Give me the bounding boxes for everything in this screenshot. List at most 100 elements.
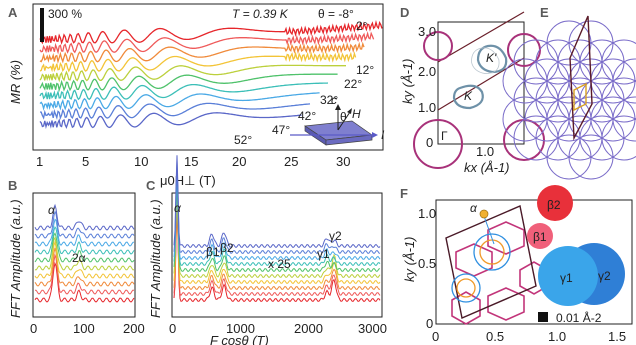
fft-b-trace-1 bbox=[35, 253, 135, 295]
angle-label-5: 47° bbox=[272, 123, 290, 137]
inset-h-label: H bbox=[352, 107, 361, 121]
mr-trace-3 bbox=[39, 51, 357, 73]
fft-b-trace-0 bbox=[34, 261, 135, 303]
fft-b-traces bbox=[34, 203, 135, 303]
panel-c: C α β1 β2 x 25 γ1 γ2 FFT Amplitude (a.u.… bbox=[146, 155, 387, 345]
fft-c-trace-1 bbox=[173, 202, 381, 297]
c-xtick-1: 1000 bbox=[226, 321, 255, 336]
e-inner-cell bbox=[573, 82, 587, 112]
temperature-label: T = 0.39 K bbox=[232, 7, 289, 21]
gamma2-label: γ2 bbox=[598, 269, 611, 283]
fft-b-trace-3 bbox=[34, 240, 135, 279]
mr-trace-1 bbox=[39, 31, 375, 55]
panel-f-label: F bbox=[400, 186, 408, 201]
k-label: K bbox=[464, 89, 473, 103]
fft-c-trace-8 bbox=[173, 160, 381, 255]
scale-bar bbox=[40, 8, 44, 42]
e-bz-outline bbox=[569, 15, 593, 141]
mr-trace-6 bbox=[39, 82, 329, 101]
e-circle-27 bbox=[601, 77, 636, 123]
angle-label-4: 42° bbox=[298, 109, 316, 123]
a-xlabel: μ0H⊥ (T) bbox=[160, 173, 216, 188]
gamma1-pocket bbox=[538, 246, 598, 306]
mr-trace-2 bbox=[39, 41, 365, 64]
mr-traces bbox=[39, 20, 383, 130]
mr-trace-0 bbox=[39, 20, 383, 45]
fft-c-trace-9 bbox=[173, 155, 381, 249]
angle-label-0: 2° bbox=[356, 19, 368, 33]
a-xtick-2: 10 bbox=[134, 154, 148, 169]
peak-gamma1: γ1 bbox=[317, 247, 330, 261]
peak-gamma2: γ2 bbox=[329, 229, 342, 243]
fft-b-trace-2 bbox=[34, 247, 135, 287]
panel-b-label: B bbox=[8, 178, 17, 193]
panel-f: F α β2 β1 γ1 γ2 0.01 Å-2 bbox=[400, 185, 633, 344]
peak-beta1: β1 bbox=[206, 245, 220, 259]
gamma-label: Γ bbox=[441, 129, 448, 143]
scale-square bbox=[538, 312, 548, 322]
panel-a-frame bbox=[32, 3, 384, 151]
beta2-label: β2 bbox=[547, 198, 561, 212]
panel-d-frame bbox=[437, 21, 525, 145]
fft-c-trace-0 bbox=[173, 210, 381, 303]
f-xtick-3: 1.5 bbox=[608, 329, 626, 344]
c-ylabel: FFT Amplitude (a.u.) bbox=[148, 199, 163, 318]
panel-e: E bbox=[502, 5, 636, 180]
fft-b-trace-9 bbox=[34, 203, 135, 231]
d-ytick-1: 1.0 bbox=[418, 100, 436, 115]
e-circle-30 bbox=[612, 58, 636, 104]
inset-c-label: c bbox=[331, 93, 337, 107]
mr-trace-4 bbox=[39, 64, 346, 83]
d-xlabel: kx (Å-1) bbox=[464, 160, 510, 175]
e-circle-29 bbox=[601, 39, 636, 85]
d-ytick-0: 0 bbox=[426, 135, 433, 150]
angle-label-2: 22° bbox=[344, 77, 362, 91]
f-xtick-0: 0 bbox=[432, 329, 439, 344]
a-xtick-6: 30 bbox=[336, 154, 350, 169]
beta1-label: β1 bbox=[533, 230, 547, 244]
fft-b-trace-8 bbox=[34, 210, 135, 239]
b-xtick-0: 0 bbox=[30, 321, 37, 336]
f-bz-outline bbox=[445, 205, 537, 319]
d-ylabel: ky (Å-1) bbox=[400, 59, 415, 105]
device-inset: c θ H I bbox=[290, 93, 385, 146]
d-ytick-3: 3.0 bbox=[418, 24, 436, 39]
fft-c-trace-5 bbox=[173, 181, 381, 273]
c-xtick-2: 2000 bbox=[294, 321, 323, 336]
b-xtick-2: 200 bbox=[123, 321, 145, 336]
beta1-pocket bbox=[527, 223, 553, 249]
fft-b-trace-5 bbox=[34, 232, 135, 263]
a-xtick-4: 20 bbox=[232, 154, 246, 169]
c-xtick-0: 0 bbox=[169, 321, 176, 336]
angle-label-6: 52° bbox=[234, 133, 252, 147]
panel-b-frame bbox=[32, 192, 136, 318]
angle-label-3: 32° bbox=[320, 93, 338, 107]
panel-d: D K' K Γ 3.0 2.0 1.0 0 1.0 ky (Å-1) kx (… bbox=[400, 5, 545, 175]
f-ytick-2: 1.0 bbox=[418, 206, 436, 221]
scale-square-label: 0.01 Å-2 bbox=[556, 310, 602, 325]
panel-a: A 300 % T = 0.39 K θ = -8° 2° 12°22° 32° 42… bbox=[8, 3, 385, 188]
angle-label-1: 12° bbox=[356, 63, 374, 77]
a-xtick-0: 1 bbox=[36, 154, 43, 169]
b-ylabel: FFT Amplitude (a.u.) bbox=[8, 199, 23, 318]
a-xticks: 1 5 10 15 20 25 30 bbox=[36, 154, 350, 169]
a-xtick-5: 25 bbox=[284, 154, 298, 169]
f-xtick-1: 0.5 bbox=[486, 329, 504, 344]
mr-ylabel: MR (%) bbox=[8, 60, 23, 104]
e-circle-23 bbox=[601, 115, 636, 161]
fft-c-trace-3 bbox=[173, 191, 381, 285]
a-xtick-1: 5 bbox=[82, 154, 89, 169]
f-xtick-2: 1.0 bbox=[548, 329, 566, 344]
inset-theta-label: θ bbox=[340, 110, 347, 124]
mr-trace-5 bbox=[39, 73, 338, 93]
fft-c-traces bbox=[173, 155, 381, 303]
fft-c-trace-6 bbox=[173, 174, 381, 267]
d-xtick-1: 1.0 bbox=[476, 144, 494, 159]
fft-c-trace-4 bbox=[173, 187, 381, 279]
peak-beta2: β2 bbox=[220, 241, 234, 255]
panel-c-label: C bbox=[146, 178, 156, 193]
panel-d-label: D bbox=[400, 5, 409, 20]
beta2-pocket bbox=[537, 185, 573, 221]
multiplier-label: x 25 bbox=[268, 257, 291, 271]
